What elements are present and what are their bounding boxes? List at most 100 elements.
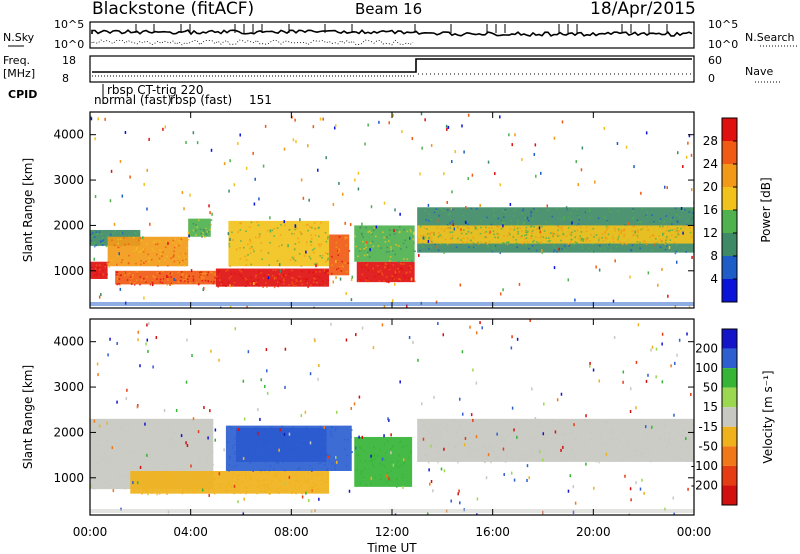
colorbar-swatch — [722, 118, 737, 141]
beam-label: Beam 16 — [355, 0, 422, 18]
freq-trace — [92, 58, 692, 73]
echo-band — [417, 418, 694, 464]
colorbar-tick-label: -200 — [691, 478, 718, 492]
power-colorbar: 4 8 12 16 20 24 28 Power [dB] — [703, 117, 773, 303]
colorbar-swatch — [722, 485, 737, 505]
nave-tick-top: 60 — [708, 54, 722, 67]
noise-strip: N.Sky 10^5 10^0 10^5 10^0 N.Search — [3, 18, 798, 51]
echo-band — [130, 470, 330, 496]
freq-unit-label: [MHz] — [3, 67, 35, 80]
colorbar-tick-label: 50 — [703, 381, 718, 395]
echo-band — [115, 270, 218, 286]
colorbar-swatch — [722, 233, 737, 256]
colorbar-tick-label: 100 — [695, 361, 718, 375]
colorbar-tick-label: 24 — [703, 157, 718, 171]
freq-tick-top: 18 — [62, 54, 76, 67]
x-tick-label: 00:00 — [677, 525, 712, 539]
scatter-echoes — [90, 112, 694, 308]
colorbar-swatch — [722, 368, 737, 388]
colorbar-swatch — [722, 210, 737, 233]
colorbar-swatch — [722, 387, 737, 408]
y-tick-label: 2000 — [53, 425, 84, 439]
x-tick-label: 08:00 — [274, 525, 309, 539]
freq-tick-bottom: 8 — [62, 72, 69, 85]
freq-label: Freq. — [3, 54, 30, 67]
nsearch-tick-bottom: 10^0 — [708, 38, 738, 51]
colorbar-tick-label: 20 — [703, 180, 718, 194]
echo-band — [354, 225, 416, 263]
x-tick-label: 00:00 — [73, 525, 108, 539]
colorbar-tick-label: -100 — [691, 459, 718, 473]
nsky-tick-top: 10^5 — [54, 18, 84, 31]
echo-band — [228, 220, 330, 267]
nave-label: Nave — [745, 65, 773, 78]
echo-band — [188, 218, 213, 239]
y-tick-label: 4000 — [53, 335, 84, 349]
echo-band — [417, 225, 694, 246]
x-tick-label: 16:00 — [475, 525, 510, 539]
colorbar-swatch — [722, 141, 737, 164]
colorbar-tick-label: -50 — [698, 439, 718, 453]
y-tick-label: 1000 — [53, 471, 84, 485]
colorbar-swatch — [722, 426, 737, 447]
colorbar-swatch — [722, 279, 737, 302]
colorbar-tick-label: -15 — [698, 420, 718, 434]
velocity-colorbar: 200 100 50 15 -15 -50 -100 -200 Velocity [m s⁻¹… — [691, 328, 775, 506]
velocity-colorbar-label: Velocity [m s⁻¹] — [761, 370, 775, 463]
x-tick-label: 12:00 — [375, 525, 410, 539]
colorbar-tick-label: 4 — [710, 272, 718, 286]
echo-band — [329, 234, 351, 276]
echo-band — [107, 236, 190, 268]
nsearch-tick-top: 10^5 — [708, 18, 738, 31]
colorbar-tick-label: 16 — [703, 203, 718, 217]
nsearch-label: N.Search — [745, 31, 795, 44]
echo-band — [225, 425, 354, 473]
echo-band — [90, 261, 108, 280]
power-ylabel: Slant Range [km] — [21, 158, 35, 262]
colorbar-tick-label: 8 — [710, 249, 718, 263]
x-tick-label: 20:00 — [576, 525, 611, 539]
power-panel: 1000 2000 3000 4000 Slant Range [km] — [21, 111, 695, 309]
x-tick-label: 04:00 — [173, 525, 208, 539]
nsky-label: N.Sky — [3, 31, 35, 44]
colorbar-tick-label: 15 — [703, 400, 718, 414]
colorbar-tick-label: 200 — [695, 342, 718, 356]
velocity-panel: 1000 2000 3000 4000 00:00 04:00 08:00 12:00 16:… — [21, 112, 711, 554]
scatter-echoes — [90, 319, 694, 515]
colorbar-swatch — [722, 164, 737, 187]
freq-strip: Freq. [MHz] 18 8 60 0 Nave — [3, 54, 780, 85]
cpid-text-4: 151 — [249, 93, 272, 107]
echo-band — [215, 268, 330, 289]
colorbar-swatch — [722, 446, 737, 466]
colorbar-swatch — [722, 407, 737, 427]
cpid-row: CPID rbsp CT-trig 220 normal (fast) rbsp… — [8, 83, 272, 107]
y-tick-label: 2000 — [53, 218, 84, 232]
echo-band — [354, 436, 413, 488]
y-tick-label: 3000 — [53, 380, 84, 394]
colorbar-tick-label: 28 — [703, 134, 718, 148]
station-title: Blackstone (fitACF) — [92, 0, 254, 19]
nave-tick-bottom: 0 — [708, 72, 715, 85]
y-tick-label: 1000 — [53, 264, 84, 278]
nsearch-trace — [91, 39, 414, 46]
colorbar-swatch — [722, 329, 737, 349]
nsky-tick-bottom: 10^0 — [54, 38, 84, 51]
cpid-text-1: rbsp CT-trig 220 — [107, 83, 203, 97]
time-axis-label: Time UT — [366, 541, 417, 554]
nsky-trace — [91, 29, 693, 37]
colorbar-swatch — [722, 465, 737, 486]
date-label: 18/Apr/2015 — [590, 0, 696, 19]
power-colorbar-label: Power [dB] — [759, 177, 773, 242]
colorbar-swatch — [722, 256, 737, 279]
cpid-text-3: rbsp (fast) — [170, 93, 232, 107]
cpid-text-2: normal (fast) — [94, 93, 172, 107]
colorbar-swatch — [722, 187, 737, 210]
colorbar-swatch — [722, 348, 737, 369]
echo-band — [356, 261, 416, 284]
velocity-ylabel: Slant Range [km] — [21, 365, 35, 469]
colorbar-tick-label: 12 — [703, 226, 718, 240]
y-tick-label: 4000 — [53, 128, 84, 142]
y-tick-label: 3000 — [53, 173, 84, 187]
cpid-label: CPID — [8, 88, 37, 101]
